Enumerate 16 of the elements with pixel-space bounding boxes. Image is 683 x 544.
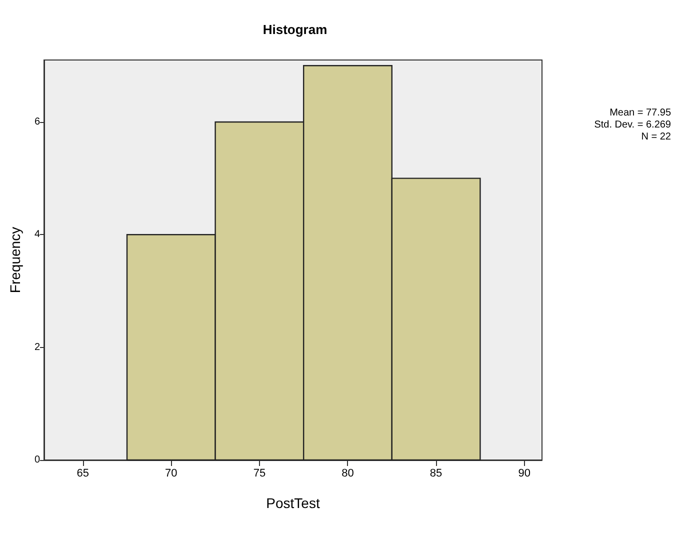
text: Mean = 77.95 — [610, 108, 672, 118]
x-tick-label: 90 — [518, 468, 530, 480]
y-tick-label: 2 — [34, 342, 40, 353]
x-tick-label: 65 — [76, 468, 89, 480]
y-tick-label: 6 — [34, 116, 40, 128]
x-tick-label: 80 — [342, 468, 354, 480]
x-axis-title: PostTest — [266, 495, 320, 511]
x-tick-label: 70 — [165, 468, 178, 480]
text: Std. Dev. = 6.269 — [594, 120, 672, 130]
text: N = 22 — [641, 132, 672, 142]
y-axis-title: Frequency — [7, 226, 23, 294]
y-tick-label: 4 — [34, 229, 40, 240]
x-tick-label: 75 — [253, 468, 266, 480]
y-tick-label: 0 — [34, 454, 40, 466]
x-tick-label: 85 — [430, 468, 442, 480]
chart-title: Histogram — [262, 22, 328, 37]
